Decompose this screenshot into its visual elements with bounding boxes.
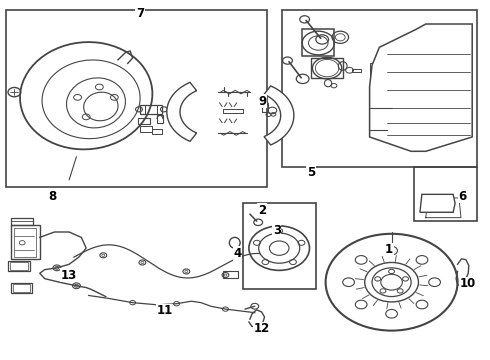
Circle shape <box>222 273 229 278</box>
Text: 12: 12 <box>254 322 270 335</box>
Text: 10: 10 <box>459 278 475 291</box>
Text: 8: 8 <box>48 190 56 203</box>
Polygon shape <box>369 24 472 151</box>
Bar <box>351 69 361 72</box>
Text: 13: 13 <box>61 269 77 282</box>
Polygon shape <box>420 194 455 212</box>
Bar <box>262 104 269 112</box>
Circle shape <box>173 302 179 306</box>
Circle shape <box>73 283 80 289</box>
Circle shape <box>222 307 228 311</box>
Bar <box>422 203 453 212</box>
Bar <box>223 109 243 113</box>
Bar <box>243 203 316 289</box>
Text: 4: 4 <box>234 247 242 260</box>
Bar <box>282 10 477 167</box>
Circle shape <box>130 301 136 305</box>
Bar <box>302 30 334 56</box>
Bar <box>13 284 30 292</box>
Bar <box>10 262 27 270</box>
Bar <box>369 63 382 87</box>
Text: 1: 1 <box>385 243 393 256</box>
Bar <box>14 228 36 257</box>
Circle shape <box>100 253 107 258</box>
Text: 5: 5 <box>307 166 315 179</box>
Bar <box>414 167 477 221</box>
Bar <box>152 130 162 134</box>
Bar <box>311 58 343 78</box>
Bar <box>157 116 163 123</box>
Text: 3: 3 <box>273 224 281 237</box>
Circle shape <box>183 269 190 274</box>
Circle shape <box>53 265 61 271</box>
Text: 11: 11 <box>156 305 172 318</box>
Bar <box>8 261 30 271</box>
Text: 6: 6 <box>458 190 466 203</box>
Bar <box>5 10 267 187</box>
Text: 7: 7 <box>136 7 144 20</box>
Bar <box>140 105 162 114</box>
Text: 9: 9 <box>258 95 266 108</box>
Bar <box>138 118 150 125</box>
Circle shape <box>139 260 146 265</box>
Bar <box>11 218 33 225</box>
Text: 2: 2 <box>258 204 266 217</box>
Bar <box>140 126 152 132</box>
Bar <box>11 283 32 293</box>
Bar <box>11 225 40 259</box>
Polygon shape <box>264 86 294 145</box>
Bar <box>223 271 238 278</box>
Polygon shape <box>167 82 196 141</box>
